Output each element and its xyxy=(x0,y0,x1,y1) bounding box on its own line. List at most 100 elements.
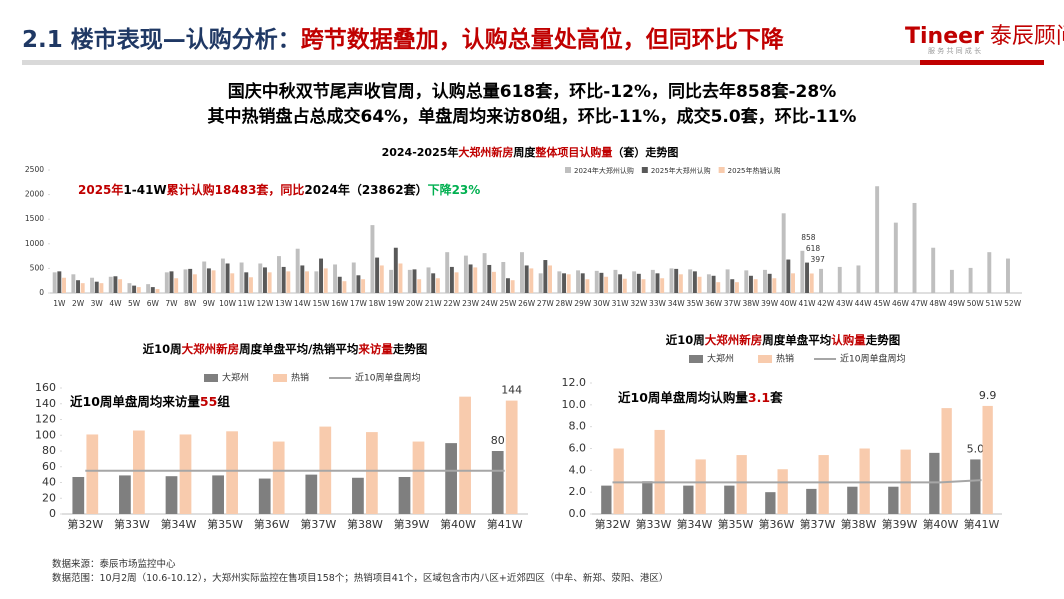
bar xyxy=(76,280,81,293)
legend-label: 近10周单盘周均 xyxy=(355,372,420,384)
bar xyxy=(543,260,548,293)
bar xyxy=(856,265,861,293)
bar xyxy=(599,272,604,293)
bar xyxy=(654,429,665,514)
annotation-part: 组 xyxy=(217,394,230,409)
x-tick-label: 37W xyxy=(724,299,742,308)
x-tick-label: 15W xyxy=(313,299,331,308)
legend-label: 2024年大郑州认购 xyxy=(574,166,634,175)
x-tick-label: 3W xyxy=(91,299,104,308)
x-tick-label: 52W xyxy=(1004,299,1022,308)
bar xyxy=(875,186,880,293)
bar xyxy=(806,488,817,514)
bar xyxy=(491,451,504,514)
x-tick-label: 第32W xyxy=(67,517,103,531)
bar xyxy=(445,252,450,293)
x-tick-label: 4W xyxy=(109,299,122,308)
bar xyxy=(725,269,730,293)
x-tick-label: 5W xyxy=(128,299,141,308)
annotation-part: 累计认购18483套，同比 xyxy=(167,182,305,197)
bar xyxy=(57,271,62,293)
legend-label: 近10周单盘周均 xyxy=(840,353,905,365)
x-tick-label: 38W xyxy=(742,299,760,308)
x-tick-label: 30W xyxy=(593,299,611,308)
x-tick-label: 23W xyxy=(462,299,480,308)
x-tick-label: 第41W xyxy=(964,517,1000,531)
bar xyxy=(417,279,422,293)
bar xyxy=(267,272,272,293)
bar xyxy=(412,441,425,514)
bar xyxy=(576,270,581,293)
bar xyxy=(941,408,952,514)
x-tick-label: 第32W xyxy=(595,517,631,531)
bar xyxy=(188,268,193,293)
bar xyxy=(636,273,641,293)
bar xyxy=(351,262,356,293)
bar xyxy=(155,289,160,293)
bar xyxy=(524,265,529,293)
bar xyxy=(632,271,637,293)
chart-title: 2024-2025年大郑州新房周度整体项目认购量（套）走势图 xyxy=(382,145,679,159)
annotation: 2025年1-41W累计认购18483套，同比2024年（23862套）下降23… xyxy=(78,182,480,197)
bar xyxy=(781,213,786,293)
bar xyxy=(356,275,361,293)
bar xyxy=(202,261,207,293)
bar xyxy=(454,272,459,293)
x-tick-label: 11W xyxy=(238,299,256,308)
bar xyxy=(809,273,814,293)
x-tick-label: 35W xyxy=(686,299,704,308)
legend-label: 2025年大郑州认购 xyxy=(651,166,711,175)
x-tick-label: 45W xyxy=(873,299,891,308)
bar xyxy=(695,459,706,514)
legend-label: 大郑州 xyxy=(222,372,249,384)
y-tick-label: 10.0 xyxy=(562,398,587,411)
bar xyxy=(366,432,378,514)
bar xyxy=(239,262,244,293)
bar xyxy=(449,266,454,293)
bar xyxy=(80,283,85,293)
legend-label: 2025年热销认购 xyxy=(728,166,781,175)
bar xyxy=(601,485,612,514)
bar xyxy=(393,247,398,293)
bar xyxy=(557,271,562,293)
logo-cn: 泰辰顾问 xyxy=(989,24,1064,49)
chart-title-part: 近10周 xyxy=(143,342,182,356)
bar xyxy=(819,268,824,293)
bar xyxy=(763,269,767,293)
bar xyxy=(150,287,155,293)
x-tick-label: 24W xyxy=(481,299,499,308)
chart-title-part: 大郑州新房 xyxy=(458,145,513,159)
bar xyxy=(692,271,697,293)
x-tick-label: 46W xyxy=(892,299,910,308)
bar xyxy=(379,265,384,293)
x-tick-label: 33W xyxy=(649,299,667,308)
bar xyxy=(398,476,411,514)
y-tick-label: 140 xyxy=(35,397,56,410)
bar xyxy=(505,278,510,293)
x-tick-label: 29W xyxy=(574,299,592,308)
bar xyxy=(248,277,253,293)
y-tick-label: 2500 xyxy=(25,165,44,174)
x-tick-label: 第37W xyxy=(800,517,836,531)
title-rule xyxy=(22,60,920,65)
bar xyxy=(613,269,618,293)
bar xyxy=(487,264,492,293)
bar xyxy=(174,278,179,293)
bar xyxy=(52,272,57,293)
slogan: 服 务 共 同 成 长 xyxy=(928,47,982,55)
x-tick-label: 10W xyxy=(219,299,237,308)
bar xyxy=(724,485,735,514)
bar xyxy=(212,475,224,514)
bar xyxy=(164,272,169,293)
x-tick-label: 16W xyxy=(331,299,349,308)
x-tick-label: 第39W xyxy=(882,517,918,531)
bar xyxy=(660,278,665,293)
legend-swatch xyxy=(718,167,725,173)
data-label: 397 xyxy=(811,255,826,264)
bar xyxy=(604,276,609,293)
bar xyxy=(86,434,99,514)
bar xyxy=(580,273,585,293)
bar xyxy=(108,276,113,293)
bar xyxy=(146,284,151,293)
legend-label: 热销 xyxy=(776,353,794,365)
